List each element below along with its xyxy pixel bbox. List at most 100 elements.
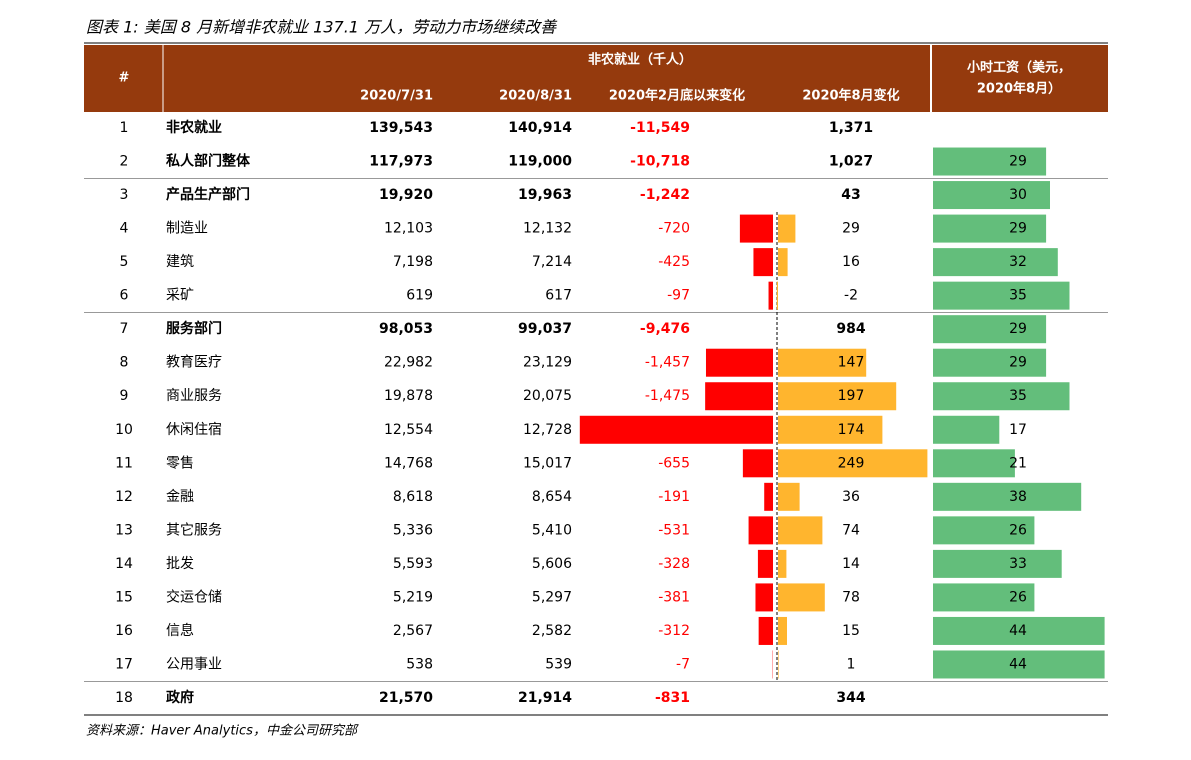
row-number: 16 bbox=[115, 623, 133, 639]
wage-bar bbox=[933, 382, 1070, 410]
row-name: 私人部门整体 bbox=[166, 153, 251, 170]
wage-value: 29 bbox=[1009, 154, 1027, 170]
wage-value: 26 bbox=[1009, 589, 1027, 605]
aug-change-bar bbox=[777, 282, 778, 310]
change-bar bbox=[759, 617, 773, 645]
jul-value: 117,973 bbox=[369, 154, 433, 170]
wage-bar bbox=[933, 248, 1058, 276]
change-bar bbox=[740, 215, 773, 243]
wage-bar bbox=[933, 181, 1050, 209]
row-number: 6 bbox=[120, 288, 129, 304]
change-bar bbox=[580, 416, 773, 444]
row-number: 4 bbox=[120, 221, 129, 237]
aug-value: 5,606 bbox=[532, 556, 572, 572]
change-value: -328 bbox=[658, 556, 690, 572]
aug-value: 19,963 bbox=[518, 187, 572, 203]
wage-value: 26 bbox=[1009, 522, 1027, 538]
aug-change-bar bbox=[778, 650, 779, 678]
figure-title: 图表 1: 美国 8 月新增非农就业 137.1 万人，劳动力市场继续改善 bbox=[86, 18, 558, 37]
row-number: 11 bbox=[115, 455, 133, 471]
aug-value: 119,000 bbox=[508, 154, 572, 170]
wage-value: 29 bbox=[1009, 221, 1027, 237]
aug-change-value: 197 bbox=[838, 388, 865, 404]
aug-value: 15,017 bbox=[523, 455, 572, 471]
row-name: 公用事业 bbox=[166, 656, 222, 672]
wage-value: 29 bbox=[1009, 321, 1027, 337]
wage-value: 38 bbox=[1009, 489, 1027, 505]
aug-value: 23,129 bbox=[523, 355, 572, 371]
aug-change-value: -2 bbox=[844, 288, 858, 304]
row-name: 信息 bbox=[166, 622, 194, 639]
wage-value: 33 bbox=[1009, 556, 1027, 572]
aug-change-bar bbox=[778, 483, 800, 511]
change-value: -381 bbox=[658, 589, 690, 605]
header-group: 非农就业（千人） bbox=[588, 52, 692, 68]
jul-value: 98,053 bbox=[379, 321, 433, 337]
row-number: 13 bbox=[115, 522, 133, 538]
aug-value: 5,410 bbox=[532, 522, 572, 538]
aug-value: 99,037 bbox=[518, 321, 572, 337]
row-number: 12 bbox=[115, 489, 133, 505]
jul-value: 538 bbox=[406, 656, 433, 672]
aug-value: 20,075 bbox=[523, 388, 572, 404]
wage-value: 29 bbox=[1009, 355, 1027, 371]
change-value: -191 bbox=[658, 489, 690, 505]
header-wage: 2020年8月） bbox=[977, 81, 1061, 97]
wage-bar bbox=[933, 449, 1015, 477]
aug-change-value: 1,371 bbox=[829, 120, 873, 136]
aug-change-value: 78 bbox=[842, 589, 860, 605]
aug-value: 539 bbox=[545, 656, 572, 672]
change-bar bbox=[705, 382, 773, 410]
row-name: 政府 bbox=[166, 689, 194, 706]
jul-value: 5,219 bbox=[393, 589, 433, 605]
change-value: -531 bbox=[658, 522, 690, 538]
aug-value: 8,654 bbox=[532, 489, 572, 505]
wage-value: 21 bbox=[1009, 455, 1027, 471]
aug-value: 5,297 bbox=[532, 589, 572, 605]
change-bar bbox=[769, 282, 773, 310]
aug-value: 140,914 bbox=[508, 120, 572, 136]
jul-value: 7,198 bbox=[393, 254, 433, 270]
jul-value: 619 bbox=[406, 288, 433, 304]
row-name: 非农就业 bbox=[166, 119, 222, 136]
aug-change-value: 74 bbox=[842, 522, 860, 538]
row-name: 零售 bbox=[166, 455, 194, 471]
row-number: 17 bbox=[115, 656, 133, 672]
wage-bar bbox=[933, 416, 999, 444]
source-note: 资料来源：Haver Analytics，中金公司研究部 bbox=[86, 723, 359, 739]
change-value: -10,718 bbox=[630, 154, 690, 170]
aug-change-bar bbox=[778, 617, 787, 645]
change-bar bbox=[764, 483, 773, 511]
wage-value: 44 bbox=[1009, 656, 1027, 672]
aug-change-bar bbox=[778, 550, 786, 578]
jul-value: 19,878 bbox=[384, 388, 433, 404]
aug-change-bar bbox=[778, 248, 788, 276]
wage-value: 32 bbox=[1009, 254, 1027, 270]
change-bar bbox=[758, 550, 773, 578]
row-number: 18 bbox=[115, 690, 133, 706]
aug-change-value: 344 bbox=[836, 690, 865, 706]
change-bar bbox=[743, 449, 773, 477]
wage-value: 35 bbox=[1009, 388, 1027, 404]
aug-change-value: 15 bbox=[842, 623, 860, 639]
header-col: 2020/8/31 bbox=[499, 89, 572, 104]
row-name: 批发 bbox=[166, 556, 194, 572]
change-value: -97 bbox=[667, 288, 690, 304]
jul-value: 139,543 bbox=[369, 120, 433, 136]
change-value: -11,549 bbox=[630, 120, 690, 136]
header-col: 2020/7/31 bbox=[360, 89, 433, 104]
header-col: 2020年8月变化 bbox=[802, 88, 899, 104]
row-name: 采矿 bbox=[166, 288, 194, 304]
aug-change-value: 147 bbox=[838, 355, 865, 371]
row-name: 制造业 bbox=[166, 221, 208, 237]
aug-change-value: 984 bbox=[836, 321, 865, 337]
row-number: 15 bbox=[115, 589, 133, 605]
aug-change-bar bbox=[778, 416, 882, 444]
change-value: -1,475 bbox=[645, 388, 690, 404]
wage-value: 30 bbox=[1009, 187, 1027, 203]
jul-value: 2,567 bbox=[393, 623, 433, 639]
aug-change-value: 43 bbox=[841, 187, 860, 203]
jul-value: 12,554 bbox=[384, 422, 433, 438]
aug-change-bar bbox=[778, 215, 795, 243]
